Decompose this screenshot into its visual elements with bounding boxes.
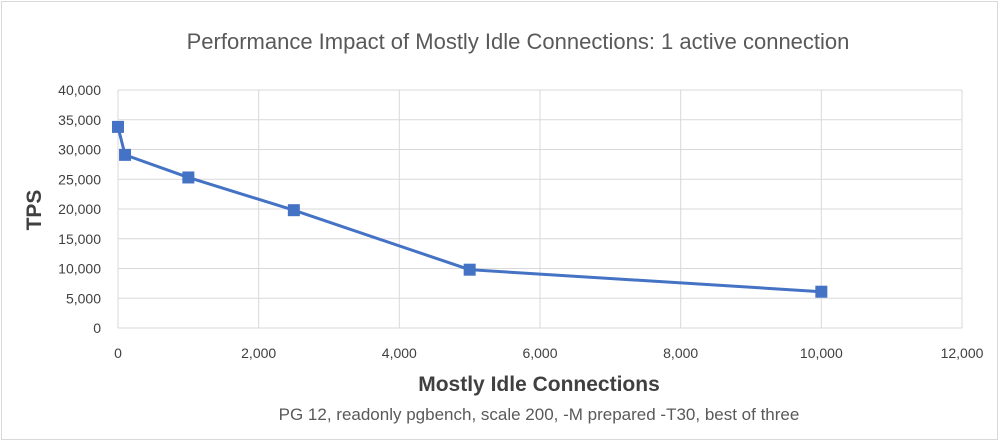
data-point-marker — [815, 285, 828, 298]
y-tick-label: 0 — [93, 320, 101, 336]
chart-subtitle: PG 12, readonly pgbench, scale 200, -M p… — [279, 405, 800, 424]
x-tick-label: 10,000 — [800, 345, 843, 361]
chart-title: Performance Impact of Mostly Idle Connec… — [187, 29, 850, 54]
y-tick-label: 35,000 — [58, 112, 101, 128]
y-tick-label: 40,000 — [58, 82, 101, 98]
data-point-marker — [119, 148, 132, 161]
x-tick-label: 0 — [114, 345, 122, 361]
series-group — [112, 120, 828, 298]
y-tick-labels: 0 5,000 10,000 15,000 20,000 25,000 30,000 35,0… — [58, 82, 101, 336]
x-tick-label: 6,000 — [522, 345, 557, 361]
x-axis-title: Mostly Idle Connections — [418, 373, 660, 396]
data-point-marker — [287, 204, 300, 217]
x-tick-label: 2,000 — [241, 345, 276, 361]
y-axis-title: TPS — [23, 190, 46, 231]
x-tick-label: 4,000 — [382, 345, 417, 361]
x-tick-label: 12,000 — [941, 345, 984, 361]
gridlines — [117, 89, 963, 329]
y-tick-label: 20,000 — [58, 201, 101, 217]
y-tick-label: 10,000 — [58, 261, 101, 277]
data-point-marker — [112, 120, 124, 133]
x-tick-label: 8,000 — [663, 345, 698, 361]
x-tick-labels: 0 2,000 4,000 6,000 8,000 10,000 12,000 — [114, 345, 984, 361]
data-point-marker — [463, 263, 476, 276]
data-point-marker — [182, 171, 195, 184]
y-tick-label: 5,000 — [66, 290, 101, 306]
y-tick-label: 30,000 — [58, 142, 101, 158]
y-tick-label: 25,000 — [58, 171, 101, 187]
y-tick-label: 15,000 — [58, 231, 101, 247]
